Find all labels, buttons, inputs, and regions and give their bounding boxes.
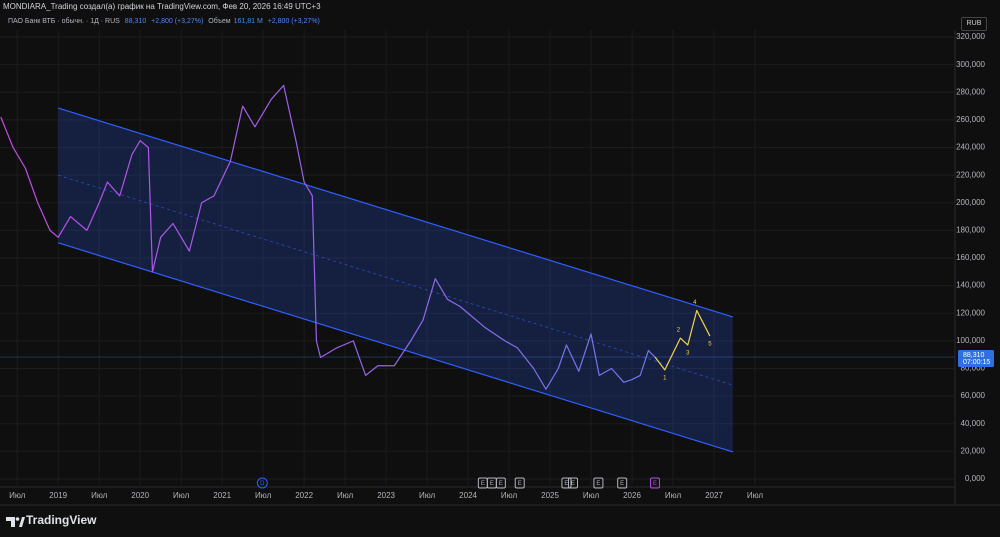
event-badge: [568, 477, 578, 489]
event-badge: [561, 477, 572, 489]
y-tick-label: 20,000: [961, 446, 986, 455]
x-tick-label: 2021: [213, 491, 231, 500]
x-tick-label: Июл: [255, 491, 272, 500]
event-label: E: [490, 481, 494, 487]
event-marker[interactable]: E: [561, 477, 572, 489]
event-marker[interactable]: E: [617, 477, 628, 489]
event-badge: [617, 477, 628, 489]
price-tag: [958, 350, 994, 368]
event-label: D: [260, 481, 265, 487]
y-tick-label: 180,000: [956, 226, 985, 235]
x-tick-label: 2027: [705, 491, 723, 500]
event-label: E: [518, 481, 522, 487]
event-marker[interactable]: D: [256, 477, 268, 489]
x-tick-label: 2024: [459, 491, 477, 500]
channel-upper: [58, 107, 734, 318]
volume-change: +2,800 (+3,27%): [267, 18, 320, 25]
event-label: E: [481, 481, 485, 487]
event-label: E: [653, 481, 657, 487]
wave-label: 3: [686, 351, 690, 357]
x-tick-label: Июл: [501, 491, 518, 500]
event-marker[interactable]: E: [649, 477, 660, 489]
x-tick-label: 2026: [623, 491, 641, 500]
y-tick-label: 0,000: [965, 474, 986, 483]
wave-label: 4: [693, 300, 697, 306]
x-tick-label: Июл: [9, 491, 26, 500]
x-tick-label: 2023: [377, 491, 395, 500]
y-tick-label: 220,000: [956, 170, 985, 179]
price-tag-value: 88,310: [963, 352, 985, 359]
price-tag-countdown: 07:00:15: [963, 359, 990, 366]
volume: 161,81 М: [233, 18, 263, 25]
x-tick-label: 2025: [541, 491, 559, 500]
y-tick-label: 160,000: [956, 253, 985, 262]
x-tick-label: 2019: [49, 491, 67, 500]
price-line-series: [0, 84, 656, 390]
event-marker[interactable]: E: [568, 477, 578, 489]
x-tick-label: Июл: [419, 491, 436, 500]
y-tick-label: 120,000: [956, 308, 985, 317]
event-badge: [256, 477, 268, 489]
y-tick-label: 100,000: [956, 336, 985, 345]
y-tick-label: 280,000: [956, 87, 985, 96]
event-marker[interactable]: E: [593, 477, 604, 489]
legend: ПАО Банк ВТБ · обычн. · 1Д · RUS 88,310 …: [8, 18, 323, 25]
event-marker[interactable]: E: [514, 477, 525, 489]
event-badge: [593, 477, 604, 489]
x-tick-label: 2020: [131, 491, 149, 500]
wave-label: 1: [663, 375, 667, 381]
x-tick-label: 2022: [295, 491, 313, 500]
logo: [6, 517, 25, 527]
event-label: E: [596, 481, 600, 487]
event-label: E: [499, 481, 503, 487]
y-tick-label: 260,000: [956, 115, 985, 124]
wave-label: 2: [677, 328, 681, 334]
event-badge: [649, 477, 660, 489]
channel-lower: [58, 242, 734, 453]
volume-label: Объем: [208, 18, 231, 25]
y-tick-label: 320,000: [956, 32, 985, 41]
event-label: E: [620, 481, 624, 487]
x-tick-label: Июл: [91, 491, 108, 500]
brand: TradingView: [26, 513, 97, 527]
channel-middle: [58, 174, 733, 386]
x-tick-label: Июл: [747, 491, 764, 500]
currency[interactable]: RUB: [961, 17, 987, 31]
x-tick-label: Июл: [665, 491, 682, 500]
x-tick-label: Июл: [583, 491, 600, 500]
y-tick-label: 40,000: [961, 419, 986, 428]
y-tick-label: 80,000: [961, 364, 986, 373]
y-tick-label: 140,000: [956, 281, 985, 290]
event-label: E: [564, 481, 568, 487]
y-tick-label: 300,000: [956, 60, 985, 69]
y-tick-label: 240,000: [956, 143, 985, 152]
event-marker[interactable]: E: [495, 477, 506, 489]
change: +2,800 (+3,27%): [151, 18, 204, 25]
y-tick-label: 60,000: [961, 391, 986, 400]
wave-label: 5: [708, 342, 712, 348]
channel-fill: [58, 108, 733, 452]
price-line-series: [654, 309, 711, 371]
price: 88,310: [124, 18, 147, 25]
symbol: ПАО Банк ВТБ · обычн. · 1Д · RUS: [8, 18, 120, 25]
header: MONDIARA_Trading создал(а) график на Tra…: [3, 2, 321, 11]
event-badge: [514, 477, 525, 489]
event-label: E: [571, 481, 575, 487]
x-tick-label: Июл: [337, 491, 354, 500]
event-badge: [495, 477, 506, 489]
x-tick-label: Июл: [173, 491, 190, 500]
y-tick-label: 200,000: [956, 198, 985, 207]
